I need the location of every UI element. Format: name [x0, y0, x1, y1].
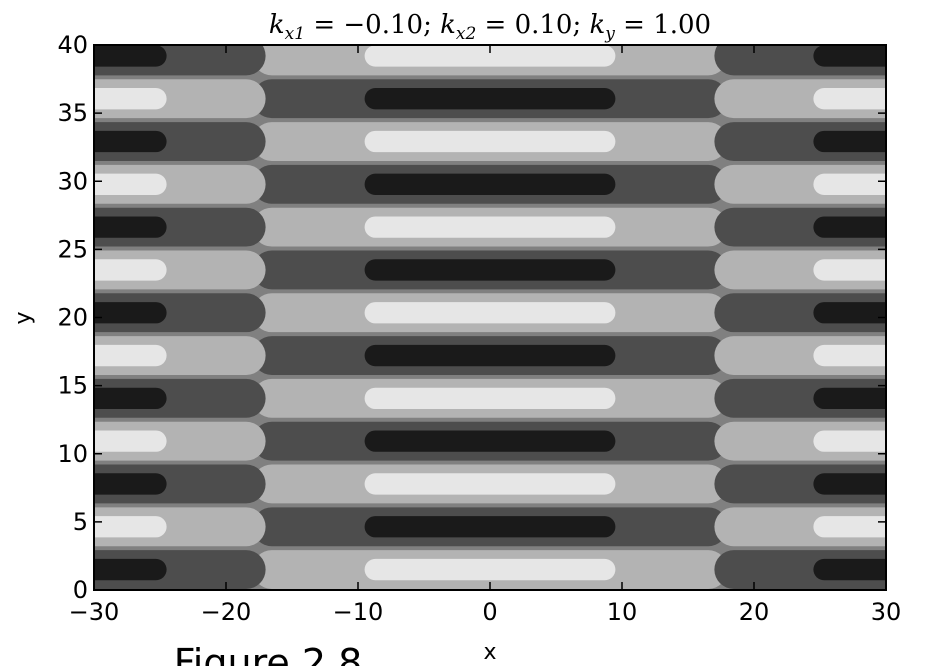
- y-tick-label: 25: [57, 235, 88, 263]
- contour-band-inner-c0-r12: [364, 45, 616, 67]
- x-tick-label: −30: [69, 598, 120, 626]
- title-sub-3: y: [604, 24, 615, 44]
- x-tick-label: 30: [871, 598, 902, 626]
- y-tick-label: 30: [57, 167, 88, 195]
- contour-band-inner-c2-r1: [813, 516, 886, 538]
- y-tick-label: 10: [57, 440, 88, 468]
- contour-band-inner-c1-r10: [94, 130, 167, 153]
- x-tick-label: 20: [739, 598, 770, 626]
- contour-band-inner-c0-r8: [364, 216, 616, 238]
- contour-band-inner-c1-r9: [94, 173, 167, 195]
- title-sub-2: x2: [456, 24, 476, 44]
- y-axis-label: y: [11, 311, 36, 324]
- x-tick-label: −10: [333, 598, 384, 626]
- figure-caption: Figure 2.8: [174, 641, 363, 666]
- y-tick-label: 15: [57, 372, 88, 400]
- contour-band-inner-c0-r4: [364, 387, 616, 410]
- title-val-2: = 0.10;: [476, 10, 589, 40]
- title-var-3: k: [590, 10, 606, 40]
- contour-band-inner-c2-r0: [813, 558, 886, 581]
- contour-band-inner-c2-r11: [813, 88, 886, 110]
- contour-band-inner-c1-r8: [94, 216, 167, 238]
- contour-band-inner-c1-r1: [94, 516, 167, 538]
- title-var-2: k: [440, 10, 456, 40]
- contour-band-inner-c2-r7: [813, 259, 886, 281]
- chart-title: kx1 = −0.10; kx2 = 0.10; ky = 1.00: [269, 10, 711, 44]
- contour-band-inner-c1-r12: [94, 45, 167, 67]
- contour-band-inner-c2-r3: [813, 430, 886, 452]
- title-var-1: k: [269, 10, 285, 40]
- contour-band-inner-c0-r3: [364, 430, 616, 452]
- contour-band-inner-c0-r1: [364, 516, 616, 538]
- title-val-1: = −0.10;: [305, 10, 440, 40]
- x-tick-label: 0: [482, 598, 497, 626]
- contour-band-inner-c2-r8: [813, 216, 886, 238]
- title-val-3: = 1.00: [615, 10, 711, 40]
- y-tick-label: 20: [57, 304, 88, 332]
- contour-band-inner-c2-r6: [813, 302, 886, 324]
- contour-band-inner-c0-r6: [364, 302, 616, 324]
- contour-band-inner-c2-r4: [813, 387, 886, 409]
- contour-band-inner-c1-r0: [94, 558, 167, 581]
- y-tick-label: 40: [57, 31, 88, 59]
- contour-band-inner-c2-r5: [813, 344, 886, 367]
- contour-band-inner-c1-r4: [94, 387, 167, 409]
- y-tick-label: 0: [73, 576, 88, 604]
- y-tick-labels: 0 5 10 15 20 25 30 35 40: [57, 31, 88, 604]
- x-axis-label: x: [483, 640, 496, 665]
- contour-band-inner-c1-r3: [94, 430, 167, 452]
- x-tick-label: −20: [201, 598, 252, 626]
- contour-band-inner-c2-r12: [813, 45, 886, 67]
- contour-band-inner-c0-r9: [364, 173, 616, 195]
- contour-band-inner-c0-r11: [364, 88, 616, 110]
- contour-band-inner-c0-r2: [364, 473, 616, 495]
- contour-band-inner-c0-r10: [364, 130, 616, 153]
- x-tick-label: 10: [607, 598, 638, 626]
- contour-band-inner-c2-r9: [813, 173, 886, 195]
- y-tick-label: 35: [57, 99, 88, 127]
- contour-band-inner-c0-r5: [364, 344, 616, 367]
- axis-ticks: [93, 44, 887, 591]
- x-tick-labels: −30 −20 −10 0 10 20 30: [69, 598, 902, 626]
- title-sub-1: x1: [285, 24, 305, 44]
- y-tick-label: 5: [73, 508, 88, 536]
- contour-band-inner-c1-r11: [94, 88, 167, 110]
- contour-band-inner-c1-r2: [94, 473, 167, 495]
- contour-band-inner-c1-r6: [94, 302, 167, 324]
- contour-band-inner-c2-r2: [813, 473, 886, 495]
- contour-band-inner-c1-r7: [94, 259, 167, 281]
- contour-band-inner-c1-r5: [94, 344, 167, 367]
- contour-band-inner-c0-r7: [364, 259, 616, 281]
- contour-bands: [94, 45, 886, 589]
- contour-band-inner-c2-r10: [813, 130, 886, 153]
- contour-band-inner-c0-r0: [364, 558, 616, 581]
